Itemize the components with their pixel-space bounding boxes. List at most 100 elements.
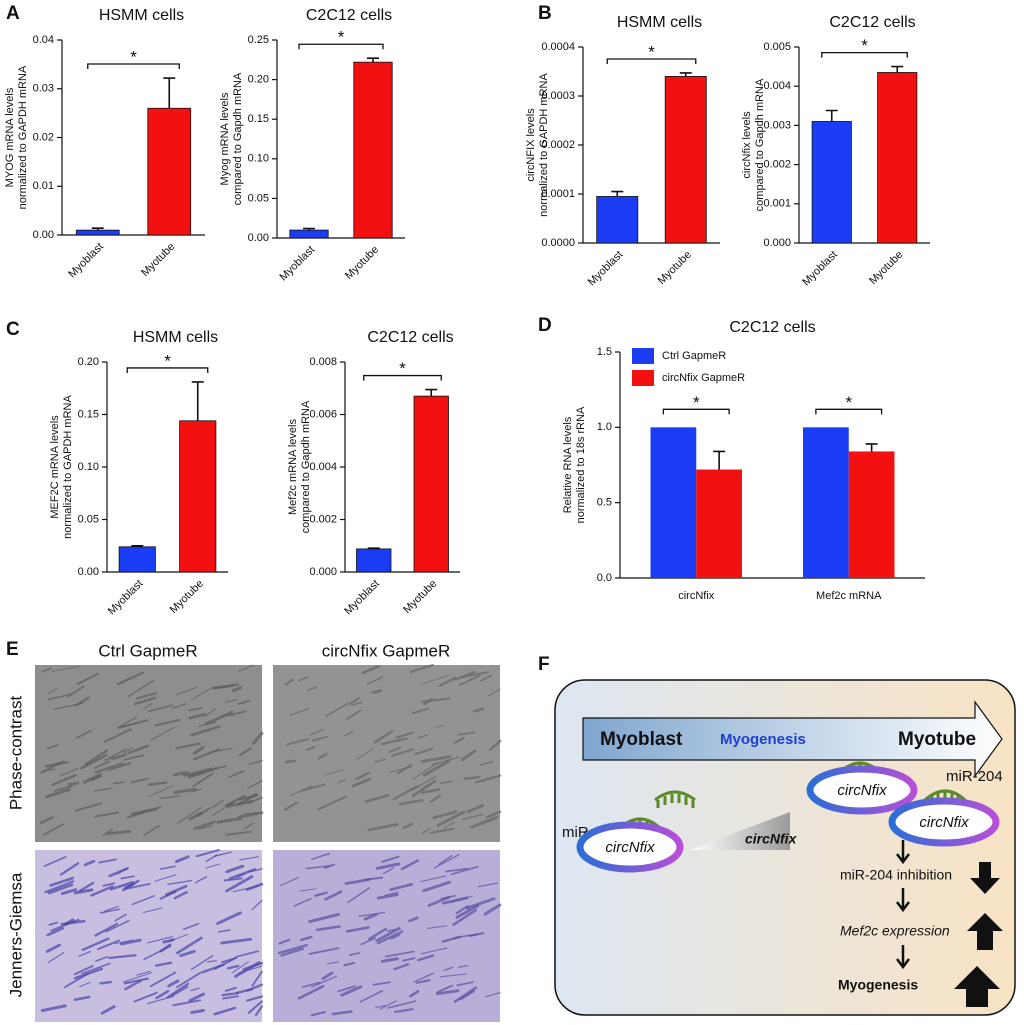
- cell: [131, 895, 156, 906]
- cell: [251, 731, 264, 745]
- cell: [105, 919, 130, 933]
- cell: [108, 867, 129, 878]
- cell: [118, 719, 148, 729]
- panel-label: F: [538, 654, 550, 675]
- y-axis-label: normalized to GAPDH mRNA: [538, 73, 550, 217]
- cell: [280, 947, 304, 957]
- cell: [427, 895, 451, 907]
- cell: [375, 862, 401, 870]
- cell: [224, 986, 237, 992]
- row-header: Phase-contrast: [6, 696, 25, 811]
- cell: [104, 905, 119, 912]
- cell: [111, 753, 127, 761]
- cell: [237, 699, 250, 705]
- cell: [133, 991, 158, 1003]
- cell: [297, 676, 309, 682]
- flow-arrow: [896, 840, 910, 970]
- cell: [154, 874, 177, 882]
- cell: [366, 676, 383, 685]
- cell: [379, 1000, 397, 1010]
- arrow-middle: Myogenesis: [720, 731, 806, 748]
- cell: [236, 873, 246, 879]
- error-bar: [91, 227, 104, 231]
- cell: [457, 731, 476, 736]
- cell: [172, 703, 187, 709]
- cell: [47, 693, 73, 701]
- legend-swatch: [632, 348, 654, 364]
- cell: [358, 911, 386, 917]
- cell: [198, 825, 213, 830]
- x-tick-label: Mef2c mRNA: [816, 590, 882, 602]
- cell: [73, 888, 94, 895]
- cell: [459, 989, 475, 1001]
- cell: [301, 783, 326, 792]
- x-tick-label: Myotube: [656, 249, 694, 287]
- x-tick-label: Myoblast: [106, 578, 146, 618]
- significance-bracket: [662, 408, 730, 415]
- cell: [221, 991, 240, 997]
- cell: [375, 1005, 386, 1009]
- cell: [73, 995, 91, 1001]
- cell: [337, 778, 347, 784]
- significance-mark: *: [399, 359, 406, 378]
- cell: [106, 829, 132, 835]
- y-axis-label: circNfix levels: [741, 111, 753, 179]
- cell: [301, 981, 321, 988]
- cell: [485, 810, 502, 819]
- cell: [204, 711, 234, 725]
- error-bar: [367, 57, 379, 63]
- cell: [251, 899, 263, 911]
- cell: [477, 882, 498, 888]
- cell: [299, 888, 317, 892]
- cell: [103, 728, 132, 743]
- cell: [239, 856, 259, 861]
- error-bar: [163, 77, 176, 109]
- cell: [60, 888, 78, 896]
- cell: [227, 710, 247, 717]
- y-tick-label: 1.5: [597, 346, 612, 358]
- cell: [343, 962, 356, 967]
- chart-title: C2C12 cells: [829, 14, 915, 31]
- bar: [811, 121, 852, 244]
- cell: [54, 785, 73, 792]
- bar: [413, 395, 449, 573]
- cell: [84, 749, 109, 766]
- y-tick-label: 0.15: [78, 408, 99, 420]
- cell: [122, 972, 152, 983]
- cell: [246, 983, 264, 992]
- cell: [331, 1010, 353, 1016]
- cell: [458, 674, 481, 686]
- cell: [174, 855, 190, 864]
- cell: [381, 855, 400, 863]
- cell: [155, 989, 170, 1000]
- significance-bracket: [363, 374, 442, 381]
- y-tick-label: 0.20: [78, 356, 99, 368]
- column-header: circNfix GapmeR: [322, 641, 450, 660]
- cell: [90, 885, 114, 897]
- cell: [190, 1008, 205, 1014]
- panel-f: Myoblast Myogenesis Myotube miR-204 circ…: [554, 679, 1016, 1016]
- panel-label: E: [6, 639, 19, 660]
- cell: [371, 689, 383, 694]
- y-tick-label: 0.004: [309, 461, 337, 473]
- cell: [372, 981, 391, 986]
- cell: [213, 1006, 237, 1016]
- cell: [439, 780, 453, 785]
- cell: [280, 876, 299, 886]
- cell: [191, 788, 203, 793]
- cell: [381, 737, 408, 746]
- cell: [116, 716, 138, 729]
- cell: [367, 823, 399, 832]
- y-tick-label: 0.000: [763, 237, 791, 249]
- cell: [349, 952, 361, 956]
- cell: [430, 794, 442, 803]
- cell: [143, 702, 153, 710]
- bar: [696, 469, 742, 578]
- cell: [120, 875, 135, 880]
- cell: [188, 811, 203, 821]
- cell: [445, 867, 469, 873]
- cell: [220, 710, 232, 717]
- cell: [345, 926, 370, 933]
- cell: [390, 748, 415, 757]
- cell: [160, 795, 180, 799]
